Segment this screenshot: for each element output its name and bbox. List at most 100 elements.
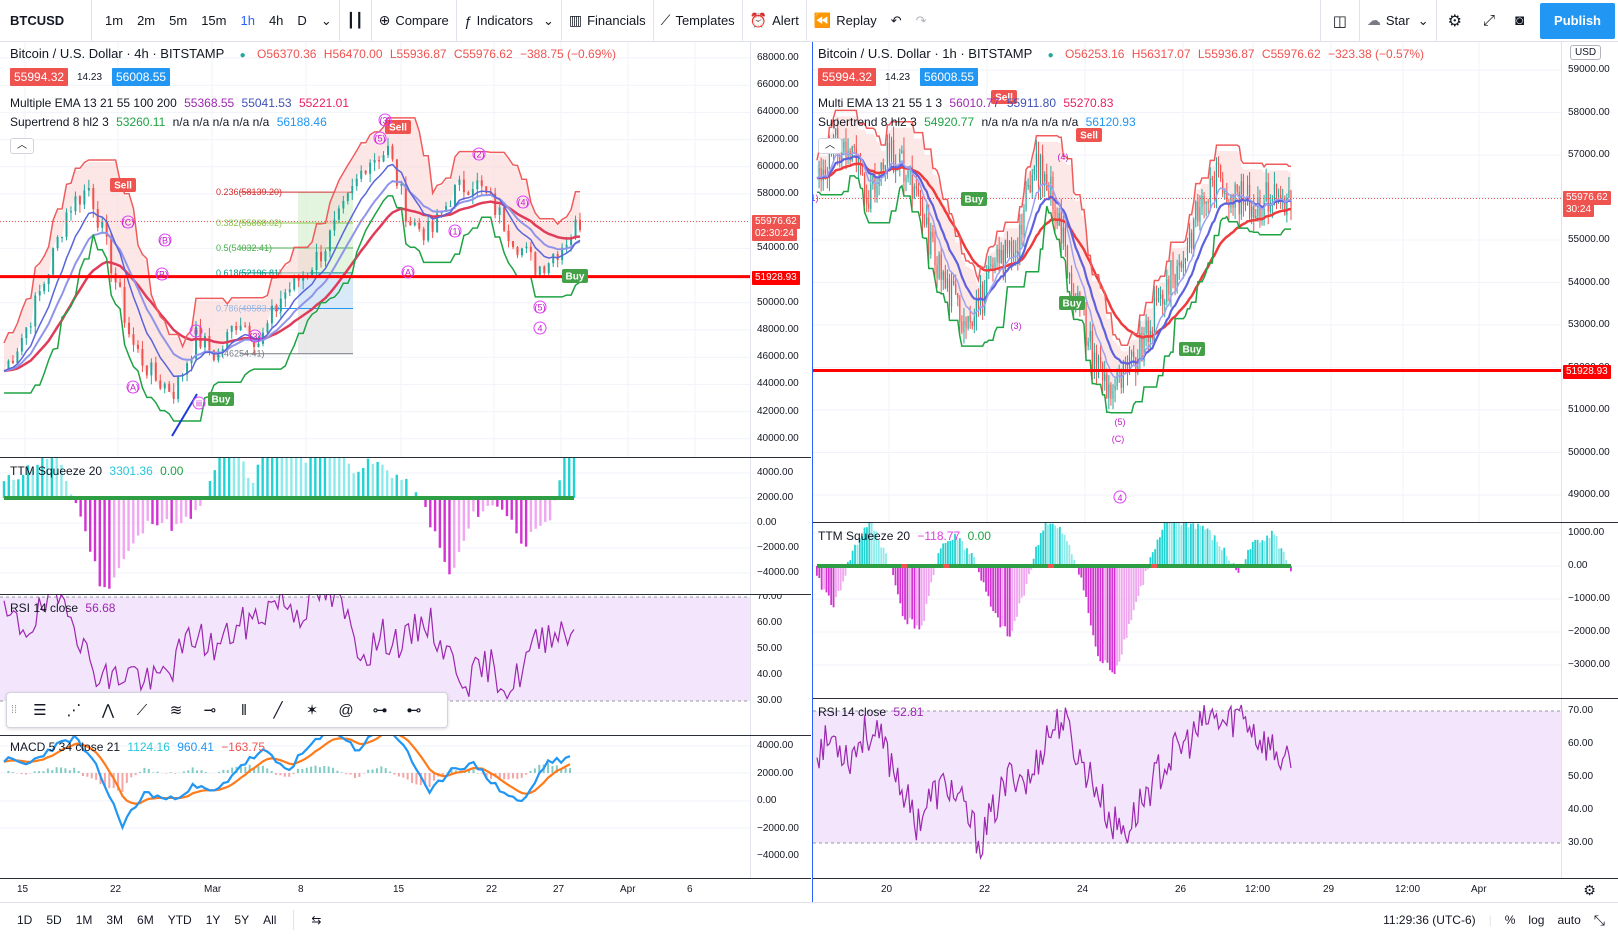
candle-body: [884, 165, 886, 170]
trend-line-icon[interactable]: ⟋: [136, 701, 148, 719]
right-rsi-legend[interactable]: RSI 14 close 52.81: [818, 705, 927, 719]
left-rsi-axis[interactable]: 70.00 60.00 50.00 40.00 30.00: [750, 595, 811, 735]
pattern-icon[interactable]: ✶: [305, 702, 319, 719]
range-ytd[interactable]: YTD: [167, 913, 192, 927]
right-bid-button[interactable]: 55994.32: [818, 68, 877, 86]
interval-5m[interactable]: 5m: [169, 13, 188, 28]
left-supertrend-legend[interactable]: Supertrend 8 hl2 3 53260.11 n/a n/a n/a …: [10, 115, 331, 129]
right-price-axis[interactable]: USD 59000.0058000.0057000.0056000.005500…: [1561, 42, 1618, 522]
snapshot-button[interactable]: ◙: [1505, 0, 1534, 42]
pane-divider[interactable]: [0, 594, 811, 595]
elliott-impulse-icon[interactable]: ⋰: [66, 702, 82, 719]
currency-label[interactable]: USD: [1570, 45, 1602, 60]
filter-icon[interactable]: ⊷: [406, 702, 422, 719]
star-button[interactable]: ☁ Star ⌄: [1360, 0, 1436, 42]
right-main-pane[interactable]: Sell Sell Buy Buy Buy (1) (4) (3) (5) (C) 4 Bitcoi…: [813, 42, 1561, 522]
horizontal-ray-icon[interactable]: ⊸: [203, 702, 217, 719]
pane-divider[interactable]: [0, 457, 811, 458]
right-ttm-chart[interactable]: [813, 523, 1561, 698]
publish-button[interactable]: Publish: [1540, 2, 1615, 39]
range-1d[interactable]: 1D: [17, 913, 33, 927]
right-supertrend-legend[interactable]: Supertrend 8 hl2 3 54920.77 n/a n/a n/a …: [818, 115, 1140, 129]
left-macd-pane[interactable]: MACD 5 34 close 21 1124.16 960.41 −163.7…: [0, 736, 750, 878]
right-rsi-chart[interactable]: [813, 699, 1561, 878]
range-1m[interactable]: 1M: [75, 913, 93, 927]
left-price-axis[interactable]: 68000.00 66000.00 64000.00 62000.00 60000.00…: [750, 42, 811, 457]
interval-1h[interactable]: 1h: [240, 13, 255, 28]
interval-2m[interactable]: 2m: [137, 13, 156, 28]
line-icon[interactable]: ╱: [273, 702, 283, 719]
clock-timezone[interactable]: 11:29:36 (UTC-6): [1383, 913, 1476, 927]
symbol-search[interactable]: BTCUSD: [0, 0, 92, 42]
left-main-pane[interactable]: 0.236(58139.20) 0.382(55868.02) 0.5(54032.…: [0, 42, 750, 457]
right-price-chart[interactable]: Sell Sell Buy Buy Buy (1) (4) (3) (5) (C) 4: [813, 42, 1561, 522]
right-ttm-legend[interactable]: TTM Squeeze 20 −118.77 0.00: [818, 529, 995, 543]
indicators-button[interactable]: ƒ Indicators ⌄: [457, 0, 561, 42]
candle-body: [994, 262, 996, 271]
vertical-lines-icon[interactable]: ‖: [240, 701, 248, 719]
horizontal-lines-icon[interactable]: ☰: [33, 702, 47, 719]
right-legend-collapse-button[interactable]: ︿: [818, 138, 842, 154]
left-time-axis[interactable]: 15 22 Mar 8 15 22 27 Apr 6: [0, 879, 750, 901]
left-rsi-chart[interactable]: [0, 595, 750, 735]
left-ask-button[interactable]: 56008.55: [112, 68, 171, 86]
replay-button[interactable]: ⏪ Replay: [807, 0, 884, 42]
compare-button[interactable]: ⊕ Compare: [372, 0, 456, 42]
range-all[interactable]: All: [263, 913, 277, 927]
right-rsi-pane[interactable]: RSI 14 close 52.81: [813, 699, 1561, 878]
chart-settings-button[interactable]: ⚙: [1561, 879, 1618, 901]
left-ttm-chart[interactable]: [0, 458, 750, 594]
financials-button[interactable]: ▥ Financials: [562, 0, 653, 42]
interval-1m[interactable]: 1m: [105, 13, 124, 28]
right-ema-legend[interactable]: Multi EMA 13 21 55 1 3 56010.77 55911.80…: [818, 96, 1117, 110]
interval-dropdown-icon[interactable]: ⌄: [320, 12, 332, 28]
left-bid-button[interactable]: 55994.32: [10, 68, 69, 86]
interval-15m[interactable]: 15m: [201, 13, 227, 28]
right-rsi-axis[interactable]: 70.00 60.00 50.00 40.00 30.00: [1561, 699, 1618, 878]
sliders-icon[interactable]: ⊶: [372, 702, 388, 719]
spiral-icon[interactable]: @: [338, 701, 354, 719]
pane-divider[interactable]: [0, 735, 811, 736]
right-ttm-axis[interactable]: 1000.00 0.00 −1000.00 −2000.00 −3000.00: [1561, 523, 1618, 698]
redo-button[interactable]: ↷: [909, 0, 934, 42]
layout-button[interactable]: ◫: [1321, 0, 1359, 42]
percent-toggle[interactable]: %: [1504, 913, 1516, 927]
candle-body: [857, 154, 859, 165]
left-macd-legend[interactable]: MACD 5 34 close 21 1124.16 960.41 −163.7…: [10, 740, 269, 754]
left-ttm-legend[interactable]: TTM Squeeze 20 3301.36 0.00: [10, 464, 187, 478]
range-6m[interactable]: 6M: [137, 913, 154, 927]
left-ttm-pane[interactable]: TTM Squeeze 20 3301.36 0.00: [0, 458, 750, 594]
left-macd-chart[interactable]: [0, 736, 750, 878]
chart-type-button[interactable]: ┃┃: [340, 0, 371, 42]
settings-button[interactable]: ⚙: [1437, 0, 1473, 42]
drag-handle-icon[interactable]: ⁞⁞: [11, 704, 18, 716]
interval-d[interactable]: D: [297, 13, 307, 28]
left-legend-collapse-button[interactable]: ︿: [10, 138, 34, 154]
undo-button[interactable]: ↶: [884, 0, 909, 42]
goto-date-button[interactable]: ⇆: [304, 913, 328, 927]
right-ask-button[interactable]: 56008.55: [920, 68, 979, 86]
range-5d[interactable]: 5D: [46, 913, 62, 927]
right-ttm-pane[interactable]: TTM Squeeze 20 −118.77 0.00: [813, 523, 1561, 698]
elliott-correction-icon[interactable]: ⋀: [101, 702, 115, 719]
left-ema-legend[interactable]: Multiple EMA 13 21 55 100 200 55368.55 5…: [10, 96, 353, 110]
pane-divider[interactable]: [813, 522, 1618, 523]
fib-channel-icon[interactable]: ≋: [169, 702, 183, 719]
alert-button[interactable]: ⏰ Alert: [743, 0, 806, 42]
interval-4h[interactable]: 4h: [268, 13, 284, 28]
range-1y[interactable]: 1Y: [205, 913, 221, 927]
fullscreen-button[interactable]: ⤢: [1473, 0, 1505, 42]
right-time-axis[interactable]: 20 22 24 26 12:00 29 12:00 Apr: [813, 879, 1561, 901]
auto-toggle[interactable]: auto: [1557, 913, 1581, 927]
fullscreen-corner-icon[interactable]: ⤡: [1593, 911, 1605, 928]
pane-divider[interactable]: [813, 698, 1618, 699]
left-ttm-axis[interactable]: 4000.00 2000.00 0.00 −2000.00 −4000.00: [750, 458, 811, 594]
range-5y[interactable]: 5Y: [234, 913, 250, 927]
left-rsi-legend[interactable]: RSI 14 close 56.68: [10, 601, 119, 615]
range-3m[interactable]: 3M: [106, 913, 124, 927]
left-macd-axis[interactable]: 4000.00 2000.00 0.00 −2000.00 −4000.00: [750, 736, 811, 878]
left-price-chart[interactable]: 0.236(58139.20) 0.382(55868.02) 0.5(54032.…: [0, 42, 750, 457]
log-toggle[interactable]: log: [1528, 913, 1545, 927]
templates-button[interactable]: ⟋ Templates: [654, 0, 742, 42]
left-rsi-pane[interactable]: RSI 14 close 56.68: [0, 595, 750, 735]
